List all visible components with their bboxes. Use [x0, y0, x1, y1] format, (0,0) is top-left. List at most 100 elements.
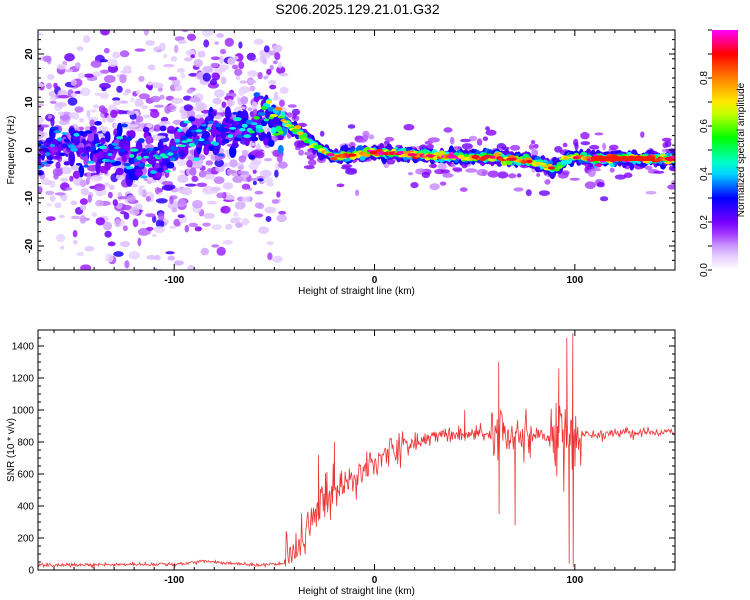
spectrogram-cell [216, 192, 226, 199]
spectrogram-cell [134, 48, 146, 52]
spectrogram-cell [138, 187, 143, 196]
y-axis-label: SNR (10 * v/v) [6, 418, 17, 482]
spectrogram-cell [53, 155, 62, 160]
spectrogram-cell [166, 22, 175, 29]
spectrogram-cell [129, 154, 135, 158]
spectrogram-cell [278, 161, 288, 169]
spectrogram-cell [287, 104, 297, 108]
spectrogram-cell [202, 222, 211, 227]
spectrogram-cell [173, 44, 179, 54]
spectrogram-cell [539, 162, 547, 166]
spectrogram-cell [42, 55, 52, 63]
spectrogram-cell [286, 112, 293, 118]
spectrogram-cell [211, 72, 219, 80]
spectrogram-cell [298, 149, 304, 156]
spectrogram-cell [448, 152, 455, 156]
spectrogram-cell [41, 147, 49, 152]
spectrogram-cell [135, 168, 143, 178]
spectrogram-cell [64, 138, 70, 143]
spectrogram-cell [107, 152, 113, 157]
spectrogram-cell [489, 155, 496, 159]
spectrogram-cell [54, 192, 66, 196]
spectrogram-cell [98, 145, 107, 150]
spectrogram-cell [254, 190, 264, 195]
spectrogram-cell [569, 177, 580, 181]
spectrogram-cell [231, 64, 239, 70]
spectrogram-cell [266, 241, 274, 246]
spectrogram-cell [120, 204, 132, 211]
spectrogram-cell [273, 91, 279, 100]
spectrogram-cell [661, 148, 667, 153]
spectrogram-cell [198, 140, 205, 146]
spectrogram-cell [222, 239, 233, 245]
spectrogram-cell [126, 136, 133, 142]
spectrogram-cell [248, 130, 255, 134]
spectrogram-cell [172, 79, 181, 87]
spectrogram-cell [303, 165, 315, 170]
spectrogram-cell [38, 116, 44, 124]
spectrogram-cell [556, 165, 563, 169]
spectrogram-cell [233, 117, 242, 122]
spectrogram-cell [202, 66, 214, 73]
spectrogram-cell [272, 255, 283, 263]
spectrogram-cell [185, 131, 194, 138]
spectrogram-cell [170, 56, 178, 62]
spectrogram-cell [65, 187, 73, 191]
spectrogram-cell [276, 154, 283, 163]
spectrogram-cell [207, 168, 212, 172]
spectrogram-cell [188, 116, 196, 122]
spectrogram-cell [119, 50, 130, 58]
spectrogram-cell [219, 55, 224, 64]
spectrogram-cell [250, 1, 255, 8]
spectrogram-cell [213, 176, 225, 184]
colorbar-tick-label: 0.0 [699, 263, 710, 277]
spectrogram-cell [274, 106, 283, 111]
spectrogram-cell [278, 61, 283, 69]
spectrogram-cell [121, 123, 128, 128]
spectrogram-cell [235, 222, 243, 228]
spectrogram-cell [272, 60, 278, 65]
spectrogram-cell [263, 75, 269, 80]
spectrogram-cell [410, 182, 419, 189]
y-tick-label: -20 [24, 238, 35, 253]
spectrogram-cell [443, 127, 453, 133]
spectrogram-cell [186, 159, 193, 168]
spectrogram-cell [154, 135, 166, 139]
spectrogram-cell [538, 190, 551, 197]
spectrogram-cell [664, 157, 672, 161]
spectrogram-cell [147, 64, 156, 71]
spectrogram-cell [100, 137, 106, 145]
spectrogram-cell [278, 130, 284, 135]
spectrogram-cell [143, 30, 149, 36]
spectrogram-cell [271, 199, 280, 204]
spectrogram-cell [276, 214, 288, 223]
spectrogram-cell [159, 125, 167, 132]
spectrogram-cell [234, 201, 246, 210]
spectrogram-cell [51, 306, 57, 313]
spectrogram-cell [140, 175, 148, 179]
spectrogram-cell [70, 79, 77, 86]
spectrogram-cell [177, 198, 187, 208]
spectrogram-cell [80, 264, 92, 270]
spectrogram-cell [117, 110, 126, 115]
spectrogram-cell [196, 182, 208, 187]
spectrogram-cell [68, 352, 77, 361]
spectrogram-cell [212, 141, 220, 146]
spectrogram-cell [252, 180, 257, 186]
spectrogram-cell [195, 129, 203, 133]
spectrogram-cell [602, 142, 607, 151]
spectrogram-cell [103, 75, 116, 83]
spectrogram-cell [99, 92, 109, 100]
spectrogram-cell [79, 4, 87, 10]
spectrogram-cell [112, 97, 121, 102]
spectrogram-cell [93, 149, 99, 154]
spectrogram-cell [584, 181, 596, 189]
spectrogram-cell [202, 72, 211, 82]
spectrogram-cell [247, 70, 258, 77]
spectrogram-cell [439, 181, 447, 186]
spectrogram-cell [73, 112, 80, 120]
spectrogram-cell [40, 124, 50, 128]
spectrogram-cell [131, 297, 142, 301]
spectrogram-cell [146, 226, 154, 231]
spectrogram-cell [145, 213, 156, 218]
